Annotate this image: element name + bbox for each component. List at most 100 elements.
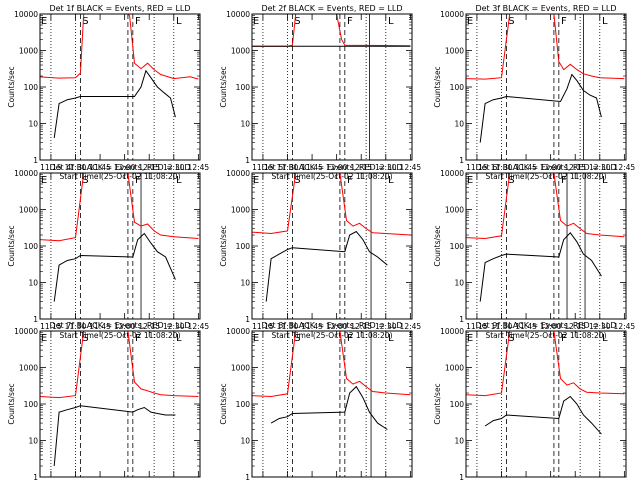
x-tick-label: 11:45 <box>301 322 323 331</box>
marker-letter-E: E <box>41 16 47 27</box>
y-tick-label: 10000 <box>14 327 38 336</box>
x-tick-label: 11:15 <box>40 322 62 331</box>
marker-letter-L: L <box>388 175 394 186</box>
y-tick-label: 10 <box>240 279 250 288</box>
x-tick-label: 11:15 <box>252 163 274 172</box>
y-tick-label: 10000 <box>226 169 250 178</box>
x-tick-label: 12:30 <box>163 322 185 331</box>
y-tick-label: 1000 <box>19 364 38 373</box>
x-tick-label: 12:45 <box>400 322 422 331</box>
x-tick-label: 12:30 <box>589 163 611 172</box>
marker-letter-L: L <box>176 333 182 344</box>
panel-title: Det 3f BLACK = Events, RED = LLD <box>475 4 616 13</box>
y-axis-label: Counts/sec <box>7 383 16 424</box>
y-tick-label: 10000 <box>14 169 38 178</box>
series-events <box>265 230 388 302</box>
y-axis-label: Counts/sec <box>433 383 442 424</box>
marker-letter-S: S <box>82 16 88 27</box>
marker-letter-E: E <box>41 175 47 186</box>
y-tick-label: 1 <box>459 315 464 324</box>
y-tick-label: 1000 <box>231 206 250 215</box>
y-axis-label: Counts/sec <box>7 66 16 107</box>
series-events <box>53 69 176 139</box>
x-tick-label: 12:45 <box>188 163 210 172</box>
panel-title: Det 9f BLACK = Events, RED = LLD <box>475 321 616 330</box>
y-axis-label: Counts/sec <box>433 66 442 107</box>
x-tick-label: 12:30 <box>163 163 185 172</box>
y-tick-label: 100 <box>236 400 251 409</box>
series-lld <box>40 14 199 80</box>
series-lld <box>40 331 199 399</box>
y-tick-label: 100 <box>450 242 465 251</box>
x-tick-label: 12:00 <box>326 322 348 331</box>
x-tick-label: 12:30 <box>375 322 397 331</box>
x-tick-label: 11:45 <box>89 163 111 172</box>
y-tick-label: 100 <box>24 83 39 92</box>
series-lld <box>252 14 411 47</box>
marker-letter-F: F <box>561 175 567 186</box>
y-tick-label: 10000 <box>440 169 464 178</box>
plot-frame <box>465 13 627 161</box>
y-tick-label: 1 <box>33 315 38 324</box>
marker-letter-E: E <box>253 333 259 344</box>
y-tick-label: 10000 <box>440 327 464 336</box>
marker-letter-F: F <box>561 333 567 344</box>
y-tick-label: 1 <box>33 156 38 165</box>
plot-frame <box>39 330 201 478</box>
y-axis-label: Counts/sec <box>219 383 228 424</box>
x-tick-label: 12:15 <box>350 163 372 172</box>
y-tick-label: 10000 <box>226 327 250 336</box>
y-tick-label: 10 <box>28 437 38 446</box>
y-tick-label: 1000 <box>445 364 464 373</box>
x-axis-label: Start Time (25-Oct-02 11:08:20) <box>271 331 392 340</box>
x-axis-label: Start Time (25-Oct-02 11:08:20) <box>59 331 180 340</box>
marker-letter-S: S <box>508 16 514 27</box>
x-tick-label: 12:15 <box>350 322 372 331</box>
y-tick-label: 1 <box>459 473 464 480</box>
marker-letter-S: S <box>294 175 300 186</box>
marker-letter-E: E <box>41 333 47 344</box>
y-tick-label: 100 <box>24 400 39 409</box>
y-tick-label: 1 <box>245 156 250 165</box>
x-tick-label: 11:30 <box>491 163 513 172</box>
series-events <box>479 73 602 143</box>
marker-letter-L: L <box>176 16 182 27</box>
marker-letter-E: E <box>253 16 259 27</box>
panel-title: Det 2f BLACK = Events, RED = LLD <box>261 4 402 13</box>
y-tick-label: 1 <box>33 473 38 480</box>
x-tick-label: 12:15 <box>564 163 586 172</box>
marker-letter-L: L <box>602 16 608 27</box>
marker-letter-E: E <box>467 175 473 186</box>
marker-letter-F: F <box>347 175 353 186</box>
plot-frame <box>251 172 413 320</box>
x-tick-label: 12:45 <box>400 163 422 172</box>
y-tick-label: 1000 <box>445 206 464 215</box>
y-tick-label: 10 <box>240 120 250 129</box>
y-tick-label: 100 <box>450 83 465 92</box>
marker-letter-E: E <box>467 16 473 27</box>
y-axis-label: Counts/sec <box>219 225 228 266</box>
x-tick-label: 11:45 <box>301 163 323 172</box>
y-tick-label: 10000 <box>226 10 250 19</box>
marker-letter-F: F <box>347 16 353 27</box>
y-tick-label: 1 <box>459 156 464 165</box>
y-tick-label: 10 <box>454 120 464 129</box>
panel-title: Det 6f BLACK = Events, RED = LLD <box>475 163 616 172</box>
y-tick-label: 1 <box>245 473 250 480</box>
series-lld <box>466 14 625 80</box>
marker-letter-E: E <box>253 175 259 186</box>
marker-letter-F: F <box>561 16 567 27</box>
marker-letter-E: E <box>467 333 473 344</box>
y-tick-label: 10 <box>240 437 250 446</box>
panel-title: Det 5f BLACK = Events, RED = LLD <box>261 163 402 172</box>
x-tick-label: 11:15 <box>466 163 488 172</box>
x-tick-label: 11:30 <box>277 163 299 172</box>
series-lld <box>466 331 625 397</box>
series-lld <box>252 173 411 236</box>
x-tick-label: 12:00 <box>540 163 562 172</box>
x-tick-label: 12:15 <box>138 163 160 172</box>
